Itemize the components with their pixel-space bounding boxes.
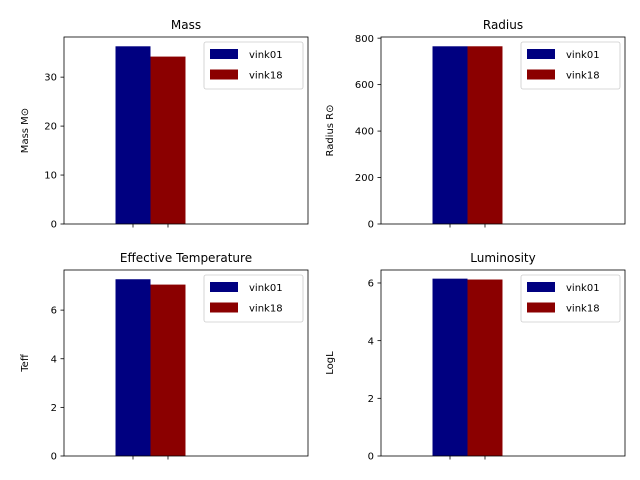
- legend-swatch-vink18: [210, 69, 238, 80]
- legend-swatch-vink01: [527, 49, 555, 59]
- chart-title: Luminosity: [470, 251, 535, 265]
- y-tick-label-0: 0: [51, 220, 57, 231]
- legend-swatch-vink18: [527, 69, 555, 80]
- bar-vink01-0: [432, 46, 468, 224]
- y-tick-label-1: 2: [368, 394, 374, 405]
- bar-vink18-0: [150, 56, 186, 224]
- legend-label-vink01: vink01: [566, 50, 600, 61]
- legend: vink01 vink18: [203, 274, 304, 323]
- bar-vink01-0: [432, 278, 468, 456]
- axes-frame: [380, 269, 626, 457]
- y-tick-label-2: 4: [368, 336, 374, 347]
- bar-vink18-0: [467, 46, 503, 224]
- y-tick-label-3: 600: [355, 80, 374, 91]
- bar-vink01-0: [115, 279, 151, 456]
- legend-label-vink18: vink18: [249, 71, 283, 82]
- chart-title: Effective Temperature: [120, 251, 252, 265]
- y-tick-label-3: 6: [51, 306, 57, 317]
- chart-title: Mass: [171, 18, 201, 32]
- legend-swatch-vink18: [210, 302, 238, 313]
- legend-swatch-vink01: [210, 282, 238, 292]
- y-axis-label: Teff: [20, 353, 31, 373]
- legend-swatch-vink18: [527, 302, 555, 313]
- legend-swatch-vink01: [210, 49, 238, 59]
- y-tick-label-0: 0: [368, 220, 374, 231]
- bar-vink01-0: [115, 46, 151, 224]
- axes-frame: [380, 36, 626, 225]
- y-axis-label: Radius R⊙: [325, 104, 336, 156]
- legend-label-vink01: vink01: [249, 283, 283, 294]
- chart-panel-1: 0 10 20 30 Mass Mass M⊙ vink01 vink18: [20, 18, 309, 231]
- chart-panel-4: 0 2 4 6 Luminosity LogL vink01 vink18: [325, 251, 626, 463]
- bar-vink18-0: [467, 279, 503, 456]
- axes-frame: [63, 269, 309, 457]
- y-tick-label-3: 6: [368, 279, 374, 290]
- y-tick-label-2: 4: [51, 354, 57, 365]
- y-tick-label-2: 20: [44, 122, 57, 133]
- legend-label-vink18: vink18: [566, 71, 600, 82]
- y-axis-label: Mass M⊙: [20, 108, 31, 153]
- legend-label-vink18: vink18: [566, 304, 600, 315]
- y-tick-label-1: 10: [44, 171, 57, 182]
- legend-label-vink01: vink01: [249, 50, 283, 61]
- y-axis-label: LogL: [325, 351, 336, 375]
- legend: vink01 vink18: [520, 274, 621, 323]
- chart-panel-3: 0 2 4 6 Effective Temperature Teff vink01 vink1…: [20, 251, 309, 463]
- y-tick-label-1: 2: [51, 403, 57, 414]
- legend-swatch-vink01: [527, 282, 555, 292]
- chart-title: Radius: [483, 18, 523, 32]
- axes-frame: [63, 36, 309, 225]
- y-tick-label-1: 200: [355, 173, 374, 184]
- legend: vink01 vink18: [520, 41, 621, 90]
- y-tick-label-4: 800: [355, 34, 374, 45]
- y-tick-label-0: 0: [51, 452, 57, 463]
- y-tick-label-0: 0: [368, 452, 374, 463]
- legend-label-vink01: vink01: [566, 283, 600, 294]
- legend: vink01 vink18: [203, 41, 304, 90]
- chart-panel-2: 0 200 400 600 800 Radius Radius R⊙ vink01 vink18: [325, 18, 626, 231]
- y-tick-label-2: 400: [355, 127, 374, 138]
- legend-label-vink18: vink18: [249, 304, 283, 315]
- bar-vink18-0: [150, 284, 186, 456]
- y-tick-label-3: 30: [44, 73, 57, 84]
